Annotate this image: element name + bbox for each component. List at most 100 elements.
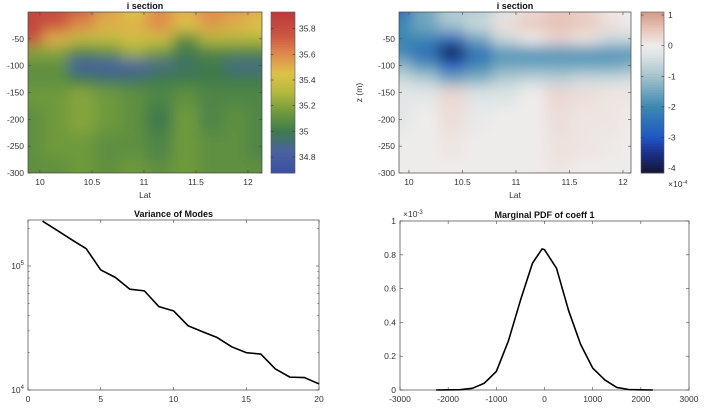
heatmap-cell xyxy=(622,72,631,87)
heatmap-cell xyxy=(465,32,493,47)
heatmap-cell xyxy=(120,105,148,134)
colorbar-segment xyxy=(641,17,664,21)
heatmap-cell xyxy=(598,85,624,107)
heatmap-cell xyxy=(438,85,466,107)
colorbar-segment xyxy=(641,68,664,72)
colorbar-segment xyxy=(641,20,664,24)
x-axis-label: Lat xyxy=(509,190,521,200)
heatmap-cell xyxy=(491,45,520,60)
heatmap-cell xyxy=(411,105,439,134)
heatmap-cell xyxy=(247,85,262,107)
y-tick-label: 0.8 xyxy=(384,250,396,260)
colorbar-segment xyxy=(271,138,295,142)
heatmap-cell xyxy=(198,58,226,73)
heatmap-cell xyxy=(120,18,148,33)
heatmap-cell xyxy=(438,72,466,87)
x-tick-label: -2000 xyxy=(437,394,459,404)
colorbar-tick-label: 35.8 xyxy=(299,24,316,34)
heatmap xyxy=(399,12,631,173)
colorbar-tick-label: 0 xyxy=(668,41,673,51)
heatmap-cell xyxy=(42,45,70,60)
heatmap-cell xyxy=(518,58,546,73)
colorbar-segment xyxy=(641,162,664,166)
heatmap-cell xyxy=(545,159,573,173)
y-tick-label: -50 xyxy=(12,34,25,44)
colorbar-tick-label: 35 xyxy=(299,126,309,136)
heatmap-cell xyxy=(94,85,122,107)
colorbar-segment xyxy=(271,60,295,64)
colorbar-segment xyxy=(641,122,664,126)
colorbar-tick-label: 34.8 xyxy=(299,152,316,162)
colorbar-segment xyxy=(641,167,664,171)
colorbar-tick-label: -3 xyxy=(668,132,676,142)
heatmap-cell xyxy=(622,18,631,33)
chart-title: i section xyxy=(127,1,164,11)
y-tick-label: 0.4 xyxy=(384,317,396,327)
colorbar-segment xyxy=(641,132,664,136)
colorbar-segment xyxy=(271,87,295,91)
heatmap-cell xyxy=(622,12,631,20)
colorbar-segment xyxy=(271,103,295,107)
heatmap-cell xyxy=(438,18,466,33)
heatmap-cell xyxy=(491,18,520,33)
colorbar-segment xyxy=(271,38,295,42)
y-tick-label: -100 xyxy=(378,61,395,71)
colorbar-segment xyxy=(641,111,664,115)
heatmap-cell xyxy=(146,72,174,87)
colorbar-segment xyxy=(641,81,664,85)
heatmap-cell xyxy=(42,159,70,173)
heatmap-cell xyxy=(545,105,573,134)
heatmap-cell xyxy=(598,132,624,161)
colorbar-segment xyxy=(641,30,664,34)
heatmap-cell xyxy=(399,132,413,161)
heatmap-cell xyxy=(120,132,148,161)
heatmap-cell xyxy=(399,85,413,107)
heatmap-cell xyxy=(120,72,148,87)
y-tick-base: 10 xyxy=(11,385,21,395)
heatmap-cell xyxy=(28,12,44,20)
heatmap-cell xyxy=(28,159,44,173)
heatmap-cell xyxy=(572,18,600,33)
axes-box xyxy=(27,219,320,391)
heatmap-cell xyxy=(622,159,631,173)
heatmap-cell xyxy=(399,105,413,134)
heatmap-cell xyxy=(465,18,493,33)
heatmap-cell xyxy=(399,18,413,33)
heatmap-cell xyxy=(120,85,148,107)
y-tick-label: -300 xyxy=(378,168,395,178)
heatmap-cells xyxy=(399,12,631,173)
colorbar-segment xyxy=(641,154,664,158)
colorbar-segment xyxy=(641,57,664,61)
heatmap-cell xyxy=(247,18,262,33)
heatmap-cell xyxy=(42,105,70,134)
heatmap-cell xyxy=(247,32,262,47)
y-tick-label: -200 xyxy=(378,114,395,124)
heatmap-cell xyxy=(28,18,44,33)
heatmap-cell xyxy=(172,12,200,20)
heatmap-cell xyxy=(28,105,44,134)
colorbar-segment xyxy=(641,52,664,56)
colorbar-frame xyxy=(270,11,296,174)
colorbar-segment xyxy=(641,135,664,139)
y-tick-exponent: 5 xyxy=(21,261,25,267)
heatmap-cell xyxy=(247,132,262,161)
colorbar-segment xyxy=(271,30,295,34)
heatmap-cell xyxy=(146,58,174,73)
colorbar-segment xyxy=(641,62,664,67)
multiplier-base: ×10 xyxy=(668,179,683,189)
heatmap-cells xyxy=(28,12,262,173)
colorbar-segment xyxy=(271,111,295,115)
heatmap-cell xyxy=(465,45,493,60)
y-tick-base: 10 xyxy=(11,261,21,271)
heatmap-cell xyxy=(399,58,413,73)
colorbar-segment xyxy=(271,113,295,118)
heatmap-cell xyxy=(146,85,174,107)
heatmap-cell xyxy=(42,72,70,87)
heatmap-cell xyxy=(598,159,624,173)
colorbar-segment xyxy=(641,71,664,75)
heatmap-cell xyxy=(68,18,96,33)
colorbar-segment xyxy=(271,124,295,128)
y-tick-label: 0.6 xyxy=(384,284,396,294)
x-tick-label: 15 xyxy=(242,394,252,404)
